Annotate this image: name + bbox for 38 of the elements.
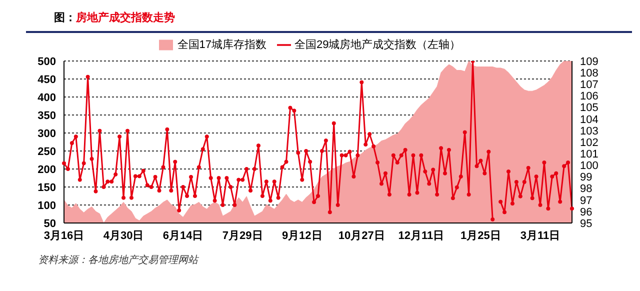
text: 资料来源：各地房地产交易管理网站 [38,254,200,267]
y-tick-label: 300 [38,128,56,140]
y-tick-label: 100 [38,200,56,212]
y2-tick-label: 104 [580,114,598,126]
y-tick-label: 150 [38,182,56,194]
y2-tick-label: 100 [580,160,598,172]
y2-tick-label: 95 [580,218,592,230]
y2-tick-label: 109 [580,56,598,68]
x-tick-label: 1月25日 [460,230,501,242]
y2-tick-label: 101 [580,148,598,160]
x-tick-label: 10月27日 [338,230,385,242]
x-tick-label: 3月11日 [520,230,560,242]
y-tick-label: 400 [38,92,56,104]
x-tick-label: 12月11日 [398,230,444,242]
chart-title: 图：房地产成交指数走势 [54,12,175,24]
y2-tick-label: 98 [580,183,592,196]
y2-tick-label: 97 [580,194,592,207]
y-tick-label: 450 [38,74,56,86]
y2-tick-label: 107 [580,79,598,92]
x-tick-label: 3月16日 [44,230,84,242]
y-tick-label: 200 [38,164,56,176]
legend-label: 全国17城库存指数 [177,39,266,51]
x-tick-label: 9月12日 [282,230,322,242]
y2-tick-label: 108 [580,67,598,80]
y-tick-label: 350 [38,110,56,122]
y2-tick-label: 106 [580,90,598,103]
y2-tick-label: 103 [580,125,598,138]
y2-tick-label: 99 [580,172,592,184]
y-tick-label: 250 [38,146,56,158]
y2-tick-label: 105 [580,102,598,114]
legend-label: 全国29城房地产成交指数（左轴） [294,39,461,51]
x-tick-label: 6月14日 [162,230,204,242]
y-tick-label: 500 [38,56,56,68]
y-tick-label: 50 [44,218,56,230]
x-tick-label: 7月29日 [222,230,263,242]
x-tick-label: 4月30日 [103,230,144,242]
y2-tick-label: 96 [580,206,592,218]
y2-tick-label: 102 [580,136,598,149]
